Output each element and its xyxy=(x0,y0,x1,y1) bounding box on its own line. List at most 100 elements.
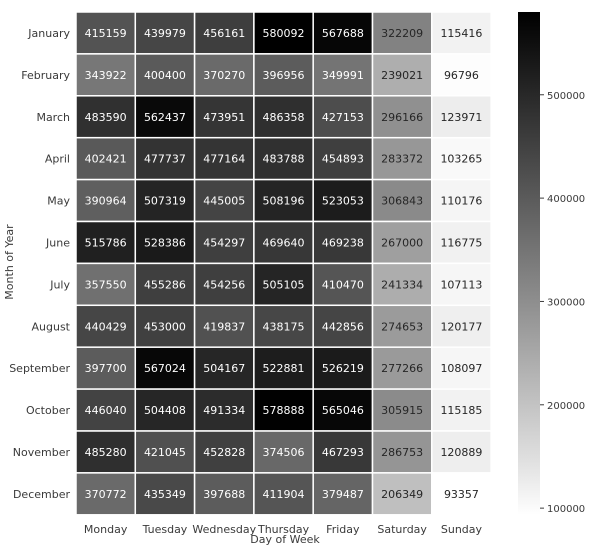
x-tick-label: Wednesday xyxy=(192,523,256,536)
colorbar-tick-label: 500000 xyxy=(547,91,585,102)
heatmap-cell xyxy=(371,430,433,474)
heatmap-cell xyxy=(431,262,492,307)
heatmap-cell xyxy=(312,430,374,474)
heatmap-cell xyxy=(75,220,137,265)
cell-value-label: 115185 xyxy=(440,404,482,417)
heatmap-cell xyxy=(134,304,196,348)
x-tick-label: Tuesday xyxy=(142,523,188,536)
y-tick-label: May xyxy=(47,195,70,208)
cell-value-label: 322209 xyxy=(381,27,423,40)
y-tick-labels: January February March April May June July Augu… xyxy=(9,27,70,501)
cell-value-label: 107113 xyxy=(440,278,482,291)
heatmap-cell xyxy=(431,388,492,432)
cell-value-label: 567024 xyxy=(144,362,186,375)
heatmap-cell xyxy=(371,262,433,307)
cell-value-label: 483590 xyxy=(85,111,127,124)
cell-value-label: 445005 xyxy=(203,195,245,208)
cell-value-label: 578888 xyxy=(263,404,305,417)
heatmap-cell xyxy=(431,472,492,516)
cell-value-label: 486358 xyxy=(263,111,305,124)
cell-value-label: 397688 xyxy=(203,488,245,501)
heatmap-cell xyxy=(431,53,492,97)
cell-value-label: 402421 xyxy=(85,153,127,166)
y-tick-label: June xyxy=(45,236,70,249)
colorbar-gradient xyxy=(518,12,540,515)
y-tick-label: July xyxy=(49,278,70,291)
heatmap-cell xyxy=(253,304,314,348)
heatmap-cell xyxy=(312,388,374,432)
cell-value-label: 115416 xyxy=(440,27,482,40)
y-tick-label: November xyxy=(13,446,71,459)
cell-value-label: 343922 xyxy=(85,69,127,82)
cell-value-label: 239021 xyxy=(381,69,423,82)
cell-value-label: 508196 xyxy=(263,195,305,208)
colorbar-tick-label: 200000 xyxy=(547,401,585,412)
cell-value-label: 562437 xyxy=(144,111,186,124)
cell-value-label: 305915 xyxy=(381,404,423,417)
cell-value-label: 439979 xyxy=(144,27,186,40)
cell-value-label: 296166 xyxy=(381,111,423,124)
cell-value-label: 349991 xyxy=(322,69,364,82)
cell-value-label: 454256 xyxy=(203,278,245,291)
colorbar-tick-label: 300000 xyxy=(547,297,585,308)
heatmap-cell xyxy=(134,472,196,516)
heatmap-cell xyxy=(75,11,137,55)
cell-value-label: 306843 xyxy=(381,195,423,208)
cell-value-label: 504408 xyxy=(144,404,186,417)
x-axis-title: Day of Week xyxy=(250,533,320,546)
cell-value-label: 440429 xyxy=(85,320,127,333)
cell-value-label: 267000 xyxy=(381,236,423,249)
cell-value-label: 108097 xyxy=(440,362,482,375)
heatmap-cell xyxy=(312,304,374,348)
heatmap-cell xyxy=(75,304,137,348)
cell-value-label: 455286 xyxy=(144,278,186,291)
heatmap-cell xyxy=(371,304,433,348)
heatmap-cell xyxy=(134,95,196,139)
cell-value-label: 390964 xyxy=(85,195,127,208)
cell-value-label: 526219 xyxy=(322,362,364,375)
heatmap-cell xyxy=(253,430,314,474)
cell-value-label: 505105 xyxy=(263,278,305,291)
heatmap-cell xyxy=(371,388,433,432)
cell-value-label: 357550 xyxy=(85,278,127,291)
cell-value-label: 370270 xyxy=(203,69,245,82)
cell-value-label: 396956 xyxy=(263,69,305,82)
heatmap-cell xyxy=(253,262,314,307)
heatmap-cell xyxy=(134,220,196,265)
cell-value-label: 96796 xyxy=(444,69,479,82)
heatmap-cell xyxy=(75,388,137,432)
cell-value-label: 442856 xyxy=(322,320,364,333)
x-tick-labels: Monday Tuesday Wednesday Thursday Friday Satu… xyxy=(84,523,483,536)
cell-value-label: 283372 xyxy=(381,153,423,166)
heatmap-cell xyxy=(371,11,433,55)
y-tick-label: January xyxy=(27,27,70,40)
heatmap-cell xyxy=(75,472,137,516)
heatmap-cell xyxy=(193,262,255,307)
cell-value-label: 421045 xyxy=(144,446,186,459)
y-tick-label: December xyxy=(13,488,71,501)
x-tick-label: Thursday xyxy=(257,523,310,536)
cell-value-label: 491334 xyxy=(203,404,245,417)
heatmap-cell xyxy=(193,53,255,97)
cell-value-label: 427153 xyxy=(322,111,364,124)
colorbar-tick-label: 400000 xyxy=(547,194,585,205)
heatmap-cell xyxy=(371,95,433,139)
cell-value-label: 438175 xyxy=(263,320,305,333)
cell-value-label: 277266 xyxy=(381,362,423,375)
heatmap-cell xyxy=(431,220,492,265)
cell-value-label: 446040 xyxy=(85,404,127,417)
heatmap-cell xyxy=(193,95,255,139)
cell-value-label: 477737 xyxy=(144,153,186,166)
heatmap-cell xyxy=(193,430,255,474)
cell-value-label: 374506 xyxy=(263,446,305,459)
cell-value-label: 120889 xyxy=(440,446,482,459)
y-tick-label: April xyxy=(45,153,70,166)
y-tick-label: February xyxy=(21,69,70,82)
cell-value-label: 120177 xyxy=(440,320,482,333)
cell-value-label: 452828 xyxy=(203,446,245,459)
cell-value-label: 523053 xyxy=(322,195,364,208)
cell-value-label: 565046 xyxy=(322,404,364,417)
cell-value-label: 469640 xyxy=(263,236,305,249)
cell-value-label: 241334 xyxy=(381,278,423,291)
